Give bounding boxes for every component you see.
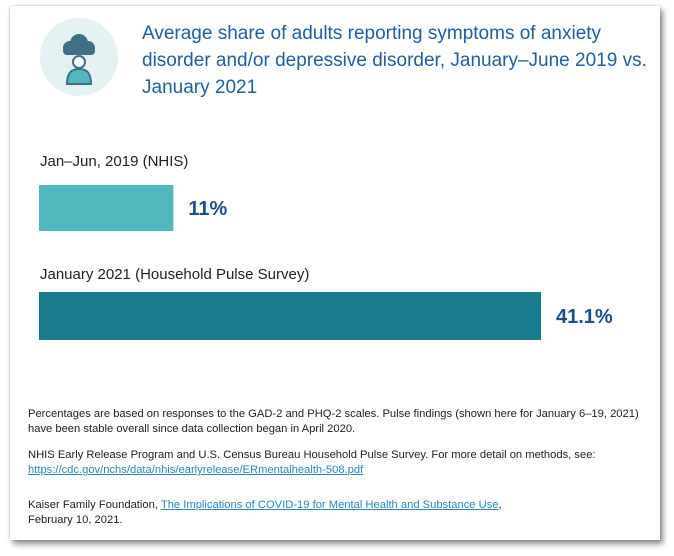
citation-link[interactable]: The Implications of COVID-19 for Mental … — [160, 499, 499, 511]
citation-date: , February 10, 2021. — [28, 499, 502, 526]
bar-0 — [39, 185, 174, 231]
bar-chart: 11% 41.1% — [39, 185, 613, 340]
bar-1 — [39, 292, 541, 340]
chart-title: Average share of adults reporting sympto… — [142, 23, 647, 98]
value-label-0: 11% — [188, 198, 227, 220]
value-label-1: 41.1% — [556, 306, 613, 328]
source-link[interactable]: https://cdc.gov/nchs/data/nhis/earlyrele… — [28, 464, 364, 476]
source-text: NHIS Early Release Program and U.S. Cens… — [28, 449, 596, 461]
methods-note: Percentages are based on responses to th… — [28, 408, 639, 435]
category-label-1: January 2021 (Household Pulse Survey) — [40, 266, 310, 283]
category-label-0: Jan–Jun, 2019 (NHIS) — [40, 153, 189, 170]
source-note: NHIS Early Release Program and U.S. Cens… — [28, 448, 648, 478]
citation-note: Kaiser Family Foundation, The Implicatio… — [28, 498, 648, 528]
citation-org: Kaiser Family Foundation, — [28, 499, 161, 511]
person-with-cloud-icon — [40, 18, 118, 96]
chart-card: Average share of adults reporting sympto… — [10, 6, 660, 540]
